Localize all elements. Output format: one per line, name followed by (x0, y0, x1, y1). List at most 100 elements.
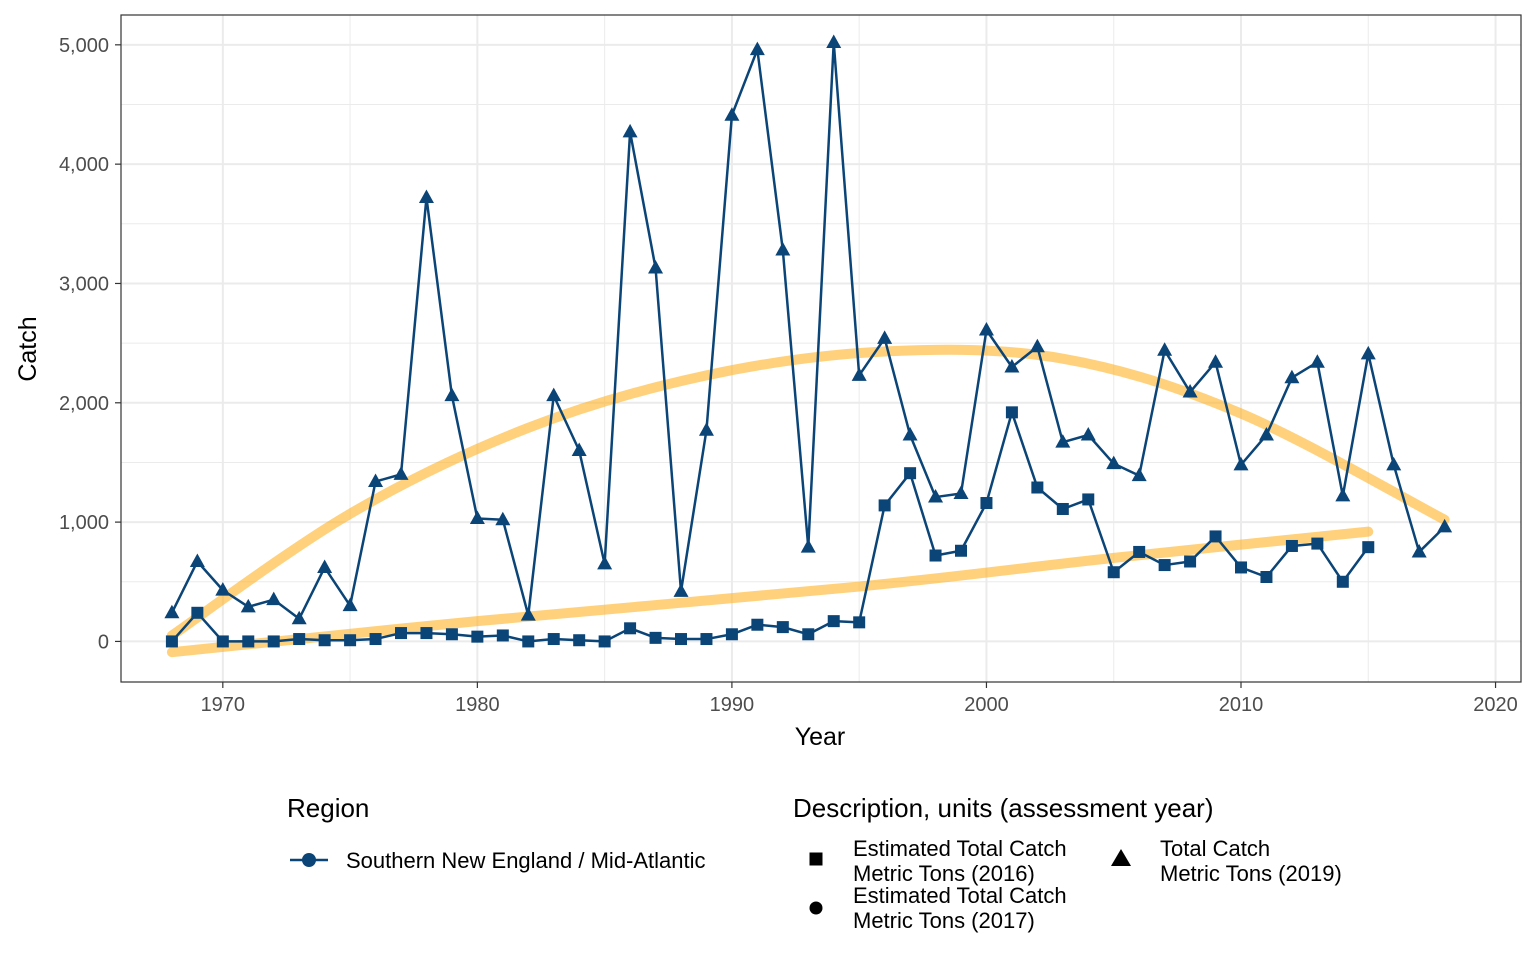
square-point (242, 635, 255, 648)
panel-border (120, 14, 1522, 683)
legend-desc-2016-line1: Estimated Total Catch (853, 836, 1067, 861)
triangle-point (877, 330, 893, 344)
y-axis-title: Catch (14, 316, 42, 381)
legend-description: Description, units (assessment year) Est… (793, 793, 1342, 933)
triangle-point (266, 591, 282, 606)
triangle-point (800, 539, 816, 553)
square-point (522, 635, 535, 648)
triangle-point (1411, 543, 1427, 558)
square-point (955, 544, 967, 557)
triangle-point (189, 553, 205, 567)
square-point (1082, 493, 1095, 506)
triangle-point (724, 107, 740, 121)
square-point (165, 635, 178, 648)
square-point (904, 467, 917, 480)
legend-square-key (809, 852, 823, 866)
triangle-point (1029, 338, 1045, 353)
triangle-point (520, 607, 536, 621)
square-point (751, 618, 764, 631)
legend-region-point-key (302, 853, 316, 867)
square-point (267, 635, 280, 648)
triangle-point (418, 189, 434, 204)
triangle-point (444, 387, 460, 402)
panel-background (121, 15, 1521, 682)
square-point (496, 629, 509, 642)
x-tick-label: 1980 (455, 694, 500, 716)
square-point (445, 628, 458, 641)
triangle-point (1131, 467, 1147, 482)
square-point (1158, 559, 1171, 572)
triangle-point (469, 510, 485, 525)
triangle-point (749, 41, 765, 56)
square-point (1056, 502, 1069, 515)
square-point (547, 633, 560, 646)
triangle-point (953, 485, 969, 499)
triangle-point (317, 559, 333, 573)
triangle-point (1055, 434, 1071, 448)
legend-region: Region Southern New England / Mid-Atlant… (287, 793, 706, 873)
plot-panel: 1970 1980 1990 2000 2010 2020 0 1,000 2,000 3,000… (59, 14, 1522, 716)
square-point (649, 631, 662, 644)
triangle-point (902, 427, 918, 441)
triangle-point (851, 367, 867, 381)
square-point (344, 634, 357, 647)
triangle-point (1208, 354, 1224, 368)
triangle-point (1437, 518, 1453, 533)
triangle-point (622, 123, 638, 138)
triangle-point (775, 242, 791, 256)
square-point (929, 549, 942, 562)
triangle-point (1284, 369, 1300, 384)
square-point (827, 615, 840, 628)
x-tick-label: 2010 (1219, 694, 1264, 716)
x-tick-label: 2000 (964, 694, 1009, 716)
triangle-point (1004, 358, 1020, 373)
triangle-point (1386, 456, 1402, 471)
triangle-point (1309, 354, 1325, 368)
legend-circle-key (809, 901, 823, 915)
square-point (191, 606, 204, 619)
x-tick-label: 1990 (710, 694, 755, 716)
y-tick-label: 1,000 (59, 512, 109, 534)
square-point (1005, 406, 1018, 419)
legend-region-title: Region (287, 793, 369, 823)
legend-desc-2019-line1: Total Catch (1160, 836, 1270, 861)
triangle-point (1360, 345, 1376, 360)
square-point (1311, 537, 1324, 550)
square-point (776, 621, 789, 634)
square-point (369, 633, 382, 646)
y-tick-label: 2,000 (59, 393, 109, 415)
triangle-point (1182, 384, 1198, 398)
square-point (1285, 539, 1298, 552)
x-tick-label: 1970 (201, 694, 246, 716)
legend-desc-2016-line2: Metric Tons (2016) (853, 861, 1035, 886)
trend-line-1 (166, 344, 1450, 641)
triangle-point (597, 555, 613, 570)
triangle-point (1233, 456, 1249, 471)
legend-region-label: Southern New England / Mid-Atlantic (346, 848, 706, 873)
y-tick-label: 0 (98, 631, 109, 653)
square-point (318, 634, 331, 647)
square-point (980, 497, 993, 510)
square-point (700, 633, 713, 646)
triangle-point (673, 583, 689, 597)
square-point (598, 635, 611, 648)
square-point (1260, 570, 1273, 583)
y-tick-label: 3,000 (59, 273, 109, 295)
triangle-point (698, 422, 714, 436)
y-tick-label: 4,000 (59, 154, 109, 176)
square-point (395, 627, 407, 640)
triangle-point (368, 473, 384, 488)
triangle-point (1258, 427, 1274, 441)
square-point (675, 633, 687, 646)
y-tick-label: 5,000 (59, 35, 109, 57)
triangle-point (240, 598, 256, 613)
square-point (1107, 566, 1120, 579)
triangle-point (393, 466, 409, 480)
triangle-point (1080, 427, 1096, 441)
square-point (573, 634, 586, 647)
square-point (293, 633, 306, 646)
triangle-point (1106, 455, 1122, 470)
triangle-point (495, 511, 511, 526)
square-point (1336, 575, 1349, 588)
